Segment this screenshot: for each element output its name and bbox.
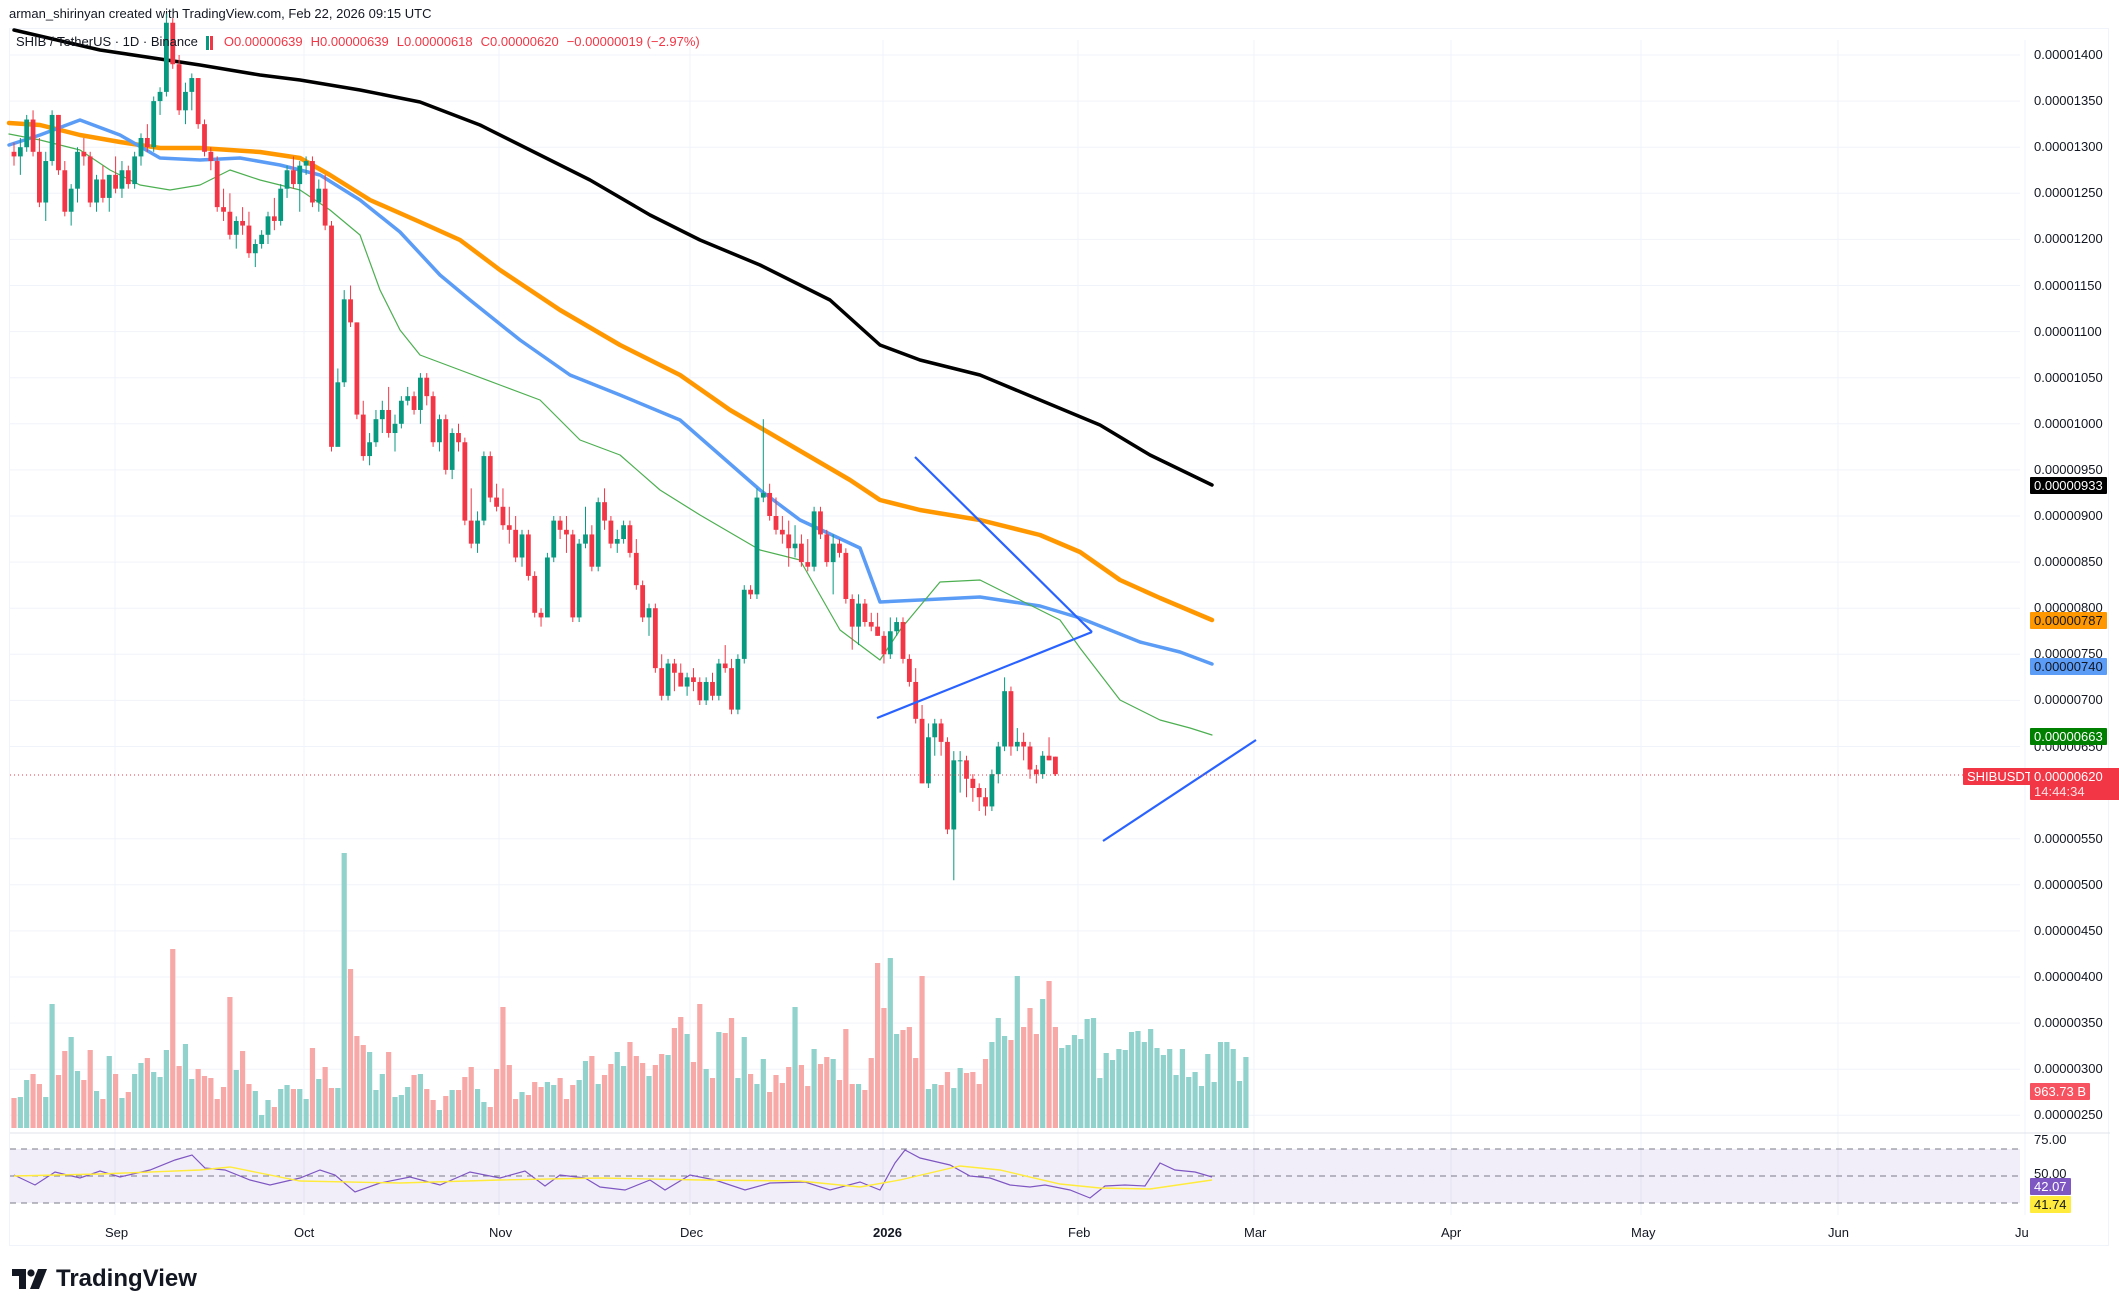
tradingview-logo[interactable]: TradingView — [12, 1265, 197, 1293]
rsi-value-tag: 42.07 — [2030, 1178, 2071, 1195]
price-tick: 0.00000250 — [2034, 1107, 2103, 1123]
time-tick: Mar — [1244, 1225, 1267, 1240]
time-tick: Apr — [1441, 1225, 1462, 1240]
price-tick: 0.00000500 — [2034, 876, 2103, 892]
price-tick: 0.00001300 — [2034, 139, 2103, 155]
time-tick: Oct — [294, 1225, 315, 1240]
price-tick: 0.00000400 — [2034, 969, 2103, 984]
price-tick: 0.00001050 — [2034, 369, 2103, 385]
price-tick: 0.00000900 — [2034, 508, 2103, 523]
time-tick: 2026 — [873, 1225, 902, 1240]
price-tick: 0.00000750 — [2034, 646, 2103, 662]
time-tick: Dec — [680, 1225, 704, 1240]
bar-countdown: 14:44:34 — [2034, 784, 2085, 799]
price-tick: 0.00000850 — [2034, 554, 2103, 570]
symbol-tag: SHIBUSDT — [1963, 768, 2037, 785]
tradingview-logo-icon — [12, 1269, 47, 1289]
price-tick: 0.00000700 — [2034, 692, 2103, 708]
time-tick: Ju — [2015, 1225, 2029, 1240]
volume-tag: 963.73 B — [2030, 1083, 2091, 1100]
last-price-tag: 0.00000620 14:44:34 — [2030, 768, 2119, 800]
time-tick: Jun — [1828, 1225, 1849, 1240]
time-tick: May — [1631, 1225, 1656, 1240]
rsi-tick-50: 50.00 — [2034, 1166, 2067, 1181]
chart-credit: arman_shirinyan created with TradingView… — [9, 6, 432, 21]
time-tick: Feb — [1068, 1225, 1091, 1240]
price-tick: 0.00001100 — [2034, 323, 2102, 339]
price-tick: 0.00000300 — [2034, 1061, 2103, 1077]
price-tick: 0.00001150 — [2034, 277, 2102, 293]
ohlc-high: H0.00000639 — [310, 34, 389, 50]
ohlc-open: O0.00000639 — [223, 34, 303, 50]
ma100-price-tag: 0.00000787 — [2030, 612, 2107, 629]
rsi-tick-75: 75.00 — [2034, 1132, 2067, 1147]
logo-text: TradingView — [56, 1265, 197, 1292]
down-flag-icon — [209, 35, 213, 50]
price-tick: 0.00000350 — [2034, 1015, 2103, 1031]
rsi-ma-value-tag: 41.74 — [2030, 1196, 2071, 1213]
symbol-legend: SHIB / TetherUS · 1D · Binance O0.000006… — [16, 34, 700, 50]
price-tick: 0.00001200 — [2034, 231, 2103, 247]
price-tick: 0.00000950 — [2034, 461, 2103, 477]
time-tick: Sep — [105, 1225, 129, 1240]
ohlc-low: L0.00000618 — [396, 34, 473, 50]
ma200-price-tag: 0.00000933 — [2030, 477, 2107, 494]
price-tick: 0.00000550 — [2034, 830, 2103, 846]
price-tick: 0.00001350 — [2034, 93, 2103, 109]
time-tick: Nov — [489, 1225, 513, 1240]
last-price: 0.00000620 — [2034, 769, 2103, 784]
price-tick: 0.00001000 — [2034, 415, 2103, 431]
ohlc-close: C0.00000620 — [480, 34, 559, 50]
price-tick: 0.00001250 — [2034, 185, 2103, 201]
chart-frame — [9, 28, 2109, 1246]
ohlc-change: −0.00000019 (−2.97%) — [566, 34, 700, 50]
up-flag-icon — [205, 35, 209, 50]
ma50-price-tag: 0.00000740 — [2030, 658, 2107, 675]
price-tick: 0.00000800 — [2034, 600, 2103, 616]
price-tick: 0.00000450 — [2034, 922, 2103, 938]
price-tick: 0.00001400 — [2034, 47, 2103, 62]
symbol-title[interactable]: SHIB / TetherUS · 1D · Binance — [16, 34, 198, 50]
ma20-price-tag: 0.00000663 — [2030, 728, 2107, 745]
